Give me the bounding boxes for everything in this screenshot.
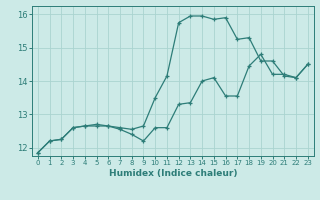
X-axis label: Humidex (Indice chaleur): Humidex (Indice chaleur)	[108, 169, 237, 178]
